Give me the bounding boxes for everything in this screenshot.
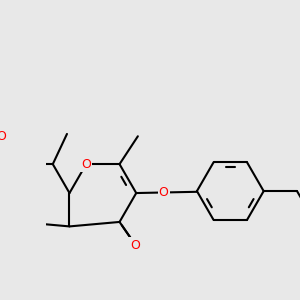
Text: O: O xyxy=(81,158,91,171)
Text: O: O xyxy=(0,130,6,143)
Text: O: O xyxy=(131,239,141,252)
Text: O: O xyxy=(159,186,169,199)
